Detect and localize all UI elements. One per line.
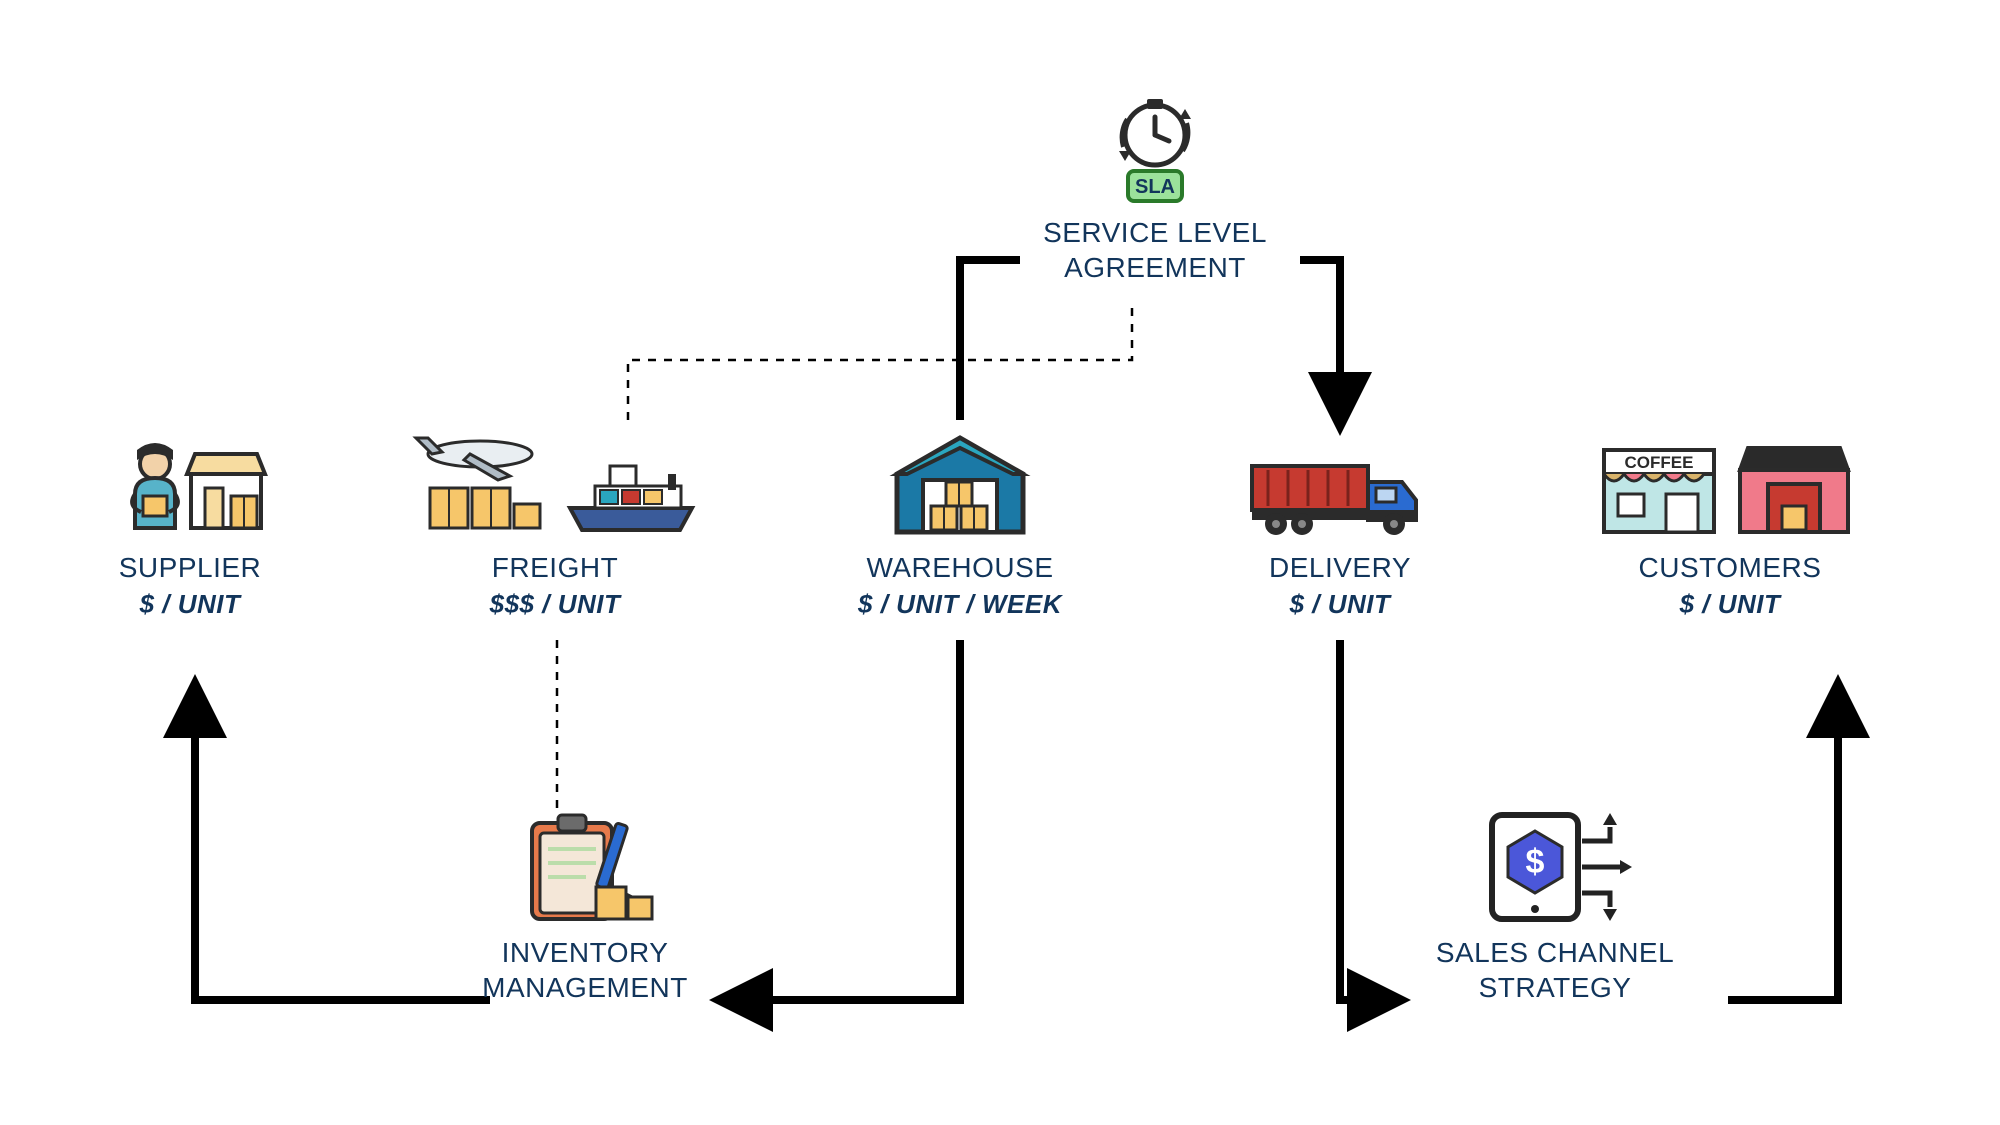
sla-label: SERVICE LEVEL AGREEMENT: [975, 215, 1335, 285]
supplier-sublabel: $ / UNIT: [60, 589, 320, 620]
freight-icon: [395, 430, 715, 540]
node-sla: SLA SERVICE LEVEL AGREEMENT: [975, 95, 1335, 285]
node-inventory: INVENTORY MANAGEMENT: [425, 815, 745, 1005]
customers-sublabel: $ / UNIT: [1570, 589, 1890, 620]
supplier-label: SUPPLIER: [60, 550, 320, 585]
sla-icon: SLA: [975, 95, 1335, 205]
node-warehouse: WAREHOUSE $ / UNIT / WEEK: [780, 430, 1140, 620]
warehouse-icon: [780, 430, 1140, 540]
node-freight: FREIGHT $$$ / UNIT: [395, 430, 715, 620]
svg-text:$: $: [1526, 843, 1545, 881]
coffee-sign-text: COFFEE: [1625, 453, 1694, 472]
freight-label: FREIGHT: [395, 550, 715, 585]
supplier-icon: [60, 430, 320, 540]
edge-sales-to-customers: [1728, 690, 1838, 1000]
edge-freight-to-sla-dashed: [628, 300, 1132, 420]
edge-warehouse-to-inventory: [725, 640, 960, 1000]
inventory-label: INVENTORY MANAGEMENT: [425, 935, 745, 1005]
node-supplier: SUPPLIER $ / UNIT: [60, 430, 320, 620]
delivery-sublabel: $ / UNIT: [1200, 589, 1480, 620]
freight-sublabel: $$$ / UNIT: [395, 589, 715, 620]
delivery-icon: [1200, 430, 1480, 540]
sla-badge-text: SLA: [1135, 176, 1175, 198]
inventory-icon: [425, 815, 745, 925]
warehouse-sublabel: $ / UNIT / WEEK: [780, 589, 1140, 620]
edge-delivery-to-sales: [1340, 640, 1395, 1000]
sales-label: SALES CHANNEL STRATEGY: [1395, 935, 1715, 1005]
customers-label: CUSTOMERS: [1570, 550, 1890, 585]
customers-icon: COFFEE: [1570, 430, 1890, 540]
node-delivery: DELIVERY $ / UNIT: [1200, 430, 1480, 620]
node-sales: $ SALES CHANNEL STRATEGY: [1395, 815, 1715, 1005]
node-customers: COFFEE CUSTOMERS $ / UNIT: [1570, 430, 1890, 620]
warehouse-label: WAREHOUSE: [780, 550, 1140, 585]
sales-icon: $: [1395, 815, 1715, 925]
delivery-label: DELIVERY: [1200, 550, 1480, 585]
